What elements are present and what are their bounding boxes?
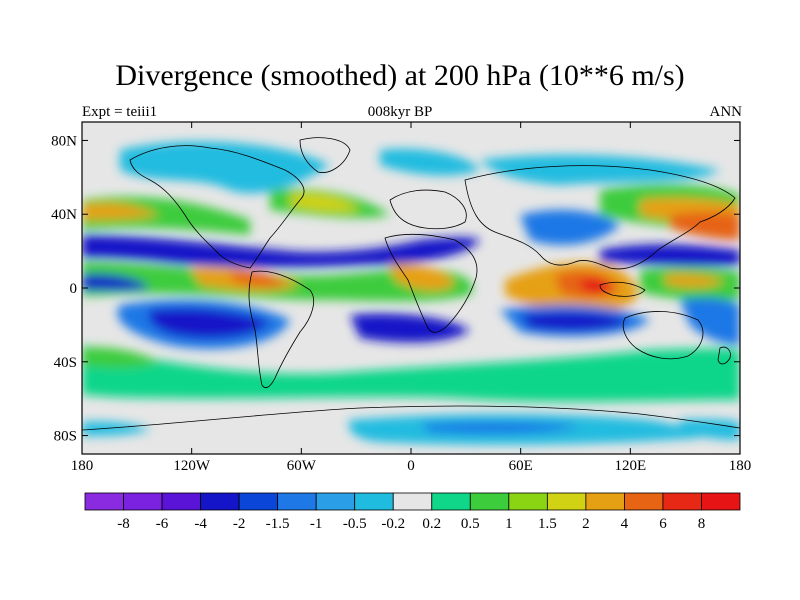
contour-region — [665, 273, 725, 288]
colorbar-label: 8 — [698, 516, 706, 532]
coastline-north-america — [129, 145, 305, 269]
contour-region — [120, 141, 330, 194]
contour-region — [680, 419, 740, 440]
colorbar-swatch — [161, 492, 201, 511]
contour-region — [520, 209, 620, 245]
colorbar-label: 0.2 — [422, 516, 441, 532]
coastline-asia — [464, 165, 736, 270]
colorbar-label: -6 — [156, 516, 169, 532]
contour-region — [82, 347, 160, 368]
x-tick-label: 0 — [407, 458, 415, 474]
colorbar-label: -0.5 — [343, 516, 367, 532]
map-title: Divergence (smoothed) at 200 hPa (10**6 … — [115, 59, 685, 92]
colorbar-label: -1.5 — [266, 516, 290, 532]
colorbar-label: -4 — [194, 516, 207, 532]
x-tick-label: 180 — [71, 458, 94, 474]
colorbar: -8 -6 -4 -2 -1.5 -1 -0.5 -0.2 0.2 0.5 1 1.5 2 4 6 8 — [84, 492, 741, 532]
colorbar-swatch — [701, 492, 741, 511]
colorbar-label: 6 — [659, 516, 667, 532]
colorbar-label: -8 — [117, 516, 130, 532]
colorbar-label: 2 — [582, 516, 590, 532]
coastline-new-zealand — [717, 346, 731, 365]
colorbar-swatch — [546, 492, 587, 511]
coastline-greenland — [299, 137, 351, 173]
coastline-europe — [389, 189, 467, 230]
colorbar-swatch — [469, 492, 510, 511]
season-label: ANN — [709, 104, 743, 120]
colorbar-swatch — [624, 492, 664, 511]
contour-region — [82, 274, 150, 291]
contour-region — [82, 421, 150, 436]
colorbar-swatch — [354, 492, 394, 511]
x-tick-label: 120E — [614, 458, 646, 474]
colorbar-swatch — [431, 492, 471, 511]
colorbar-swatch — [238, 492, 279, 511]
experiment-label: Expt = teiii1 — [82, 104, 158, 120]
colorbar-swatch — [585, 492, 625, 511]
colorbar-swatch — [84, 492, 124, 511]
colorbar-swatch — [508, 492, 548, 511]
coastline-indonesia — [599, 281, 646, 297]
coastline-antarctica — [82, 405, 740, 431]
contour-region — [230, 271, 285, 287]
coastline-south-america — [248, 270, 314, 389]
contour-region — [680, 297, 740, 345]
axis-ticks: 180 120W 60W 0 60E 120E 180 80N 40N 0 40S 80S — [51, 122, 751, 474]
y-tick-label: 80S — [54, 429, 77, 445]
contour-region — [520, 311, 630, 331]
contour-region — [600, 244, 740, 267]
contour-region — [390, 264, 455, 291]
contour-region — [350, 313, 470, 343]
contour-region — [480, 154, 720, 185]
contour-region — [670, 211, 740, 240]
contour-region — [82, 345, 740, 402]
y-tick-label: 80N — [51, 133, 77, 149]
colorbar-swatch — [662, 492, 702, 511]
y-tick-label: 0 — [70, 281, 78, 297]
contour-region — [380, 148, 480, 176]
coastlines — [82, 137, 740, 431]
colorbar-swatch — [315, 492, 356, 511]
contour-region — [82, 235, 480, 268]
colorbar-label: 1 — [505, 516, 513, 532]
colorbar-label: -2 — [233, 516, 246, 532]
y-tick-label: 40N — [51, 207, 77, 223]
colorbar-swatch — [123, 492, 163, 511]
x-tick-label: 60W — [287, 458, 317, 474]
x-tick-label: 120W — [173, 458, 211, 474]
contour-region — [420, 421, 580, 434]
colorbar-label: -0.2 — [381, 516, 405, 532]
coastline-africa — [384, 233, 478, 333]
colorbar-label: 0.5 — [461, 516, 480, 532]
contour-field — [82, 122, 740, 454]
time-label: 008kyr BP — [367, 104, 433, 120]
colorbar-swatch — [200, 492, 240, 511]
colorbar-swatch — [277, 492, 317, 511]
x-tick-label: 180 — [729, 458, 752, 474]
colorbar-label: 1.5 — [538, 516, 557, 532]
contour-region — [148, 308, 270, 339]
y-tick-label: 40S — [54, 355, 77, 371]
coastline-australia — [622, 311, 704, 360]
x-tick-label: 60E — [509, 458, 533, 474]
colorbar-label: -1 — [310, 516, 323, 532]
colorbar-swatch — [392, 492, 433, 511]
colorbar-label: 4 — [621, 516, 629, 532]
contour-region — [82, 203, 160, 220]
contour-region — [290, 193, 360, 212]
